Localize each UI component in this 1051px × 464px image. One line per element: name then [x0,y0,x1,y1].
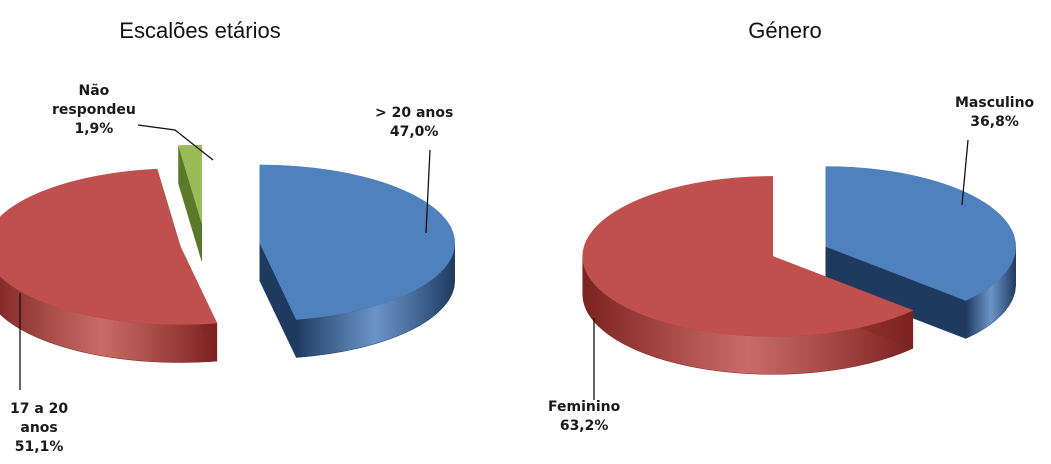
pie-slice-no-answer [178,144,202,262]
slice-label-line: respondeu [52,102,136,118]
pie-slice-17-20 [0,168,218,363]
slice-label-feminino: Feminino 63,2% [548,398,620,436]
chart-title-age: Escalões etários [119,18,281,43]
slice-label-line: Masculino [955,95,1035,111]
pie-slice-over-20 [259,164,456,358]
slice-label-line: > 20 anos [375,105,454,121]
slice-label-line: Não [78,83,110,99]
slice-label-no-answer: Não respondeu 1,9% [52,82,136,139]
slice-label-value: 47,0% [389,124,439,140]
chart-title-gender: Género [748,18,822,43]
slice-label-value: 1,9% [74,121,114,137]
leader-line [137,124,214,161]
slice-label-value: 36,8% [970,114,1019,130]
slice-label-value: 51,1% [14,439,64,455]
pie-slice-masculino [825,166,1017,339]
slice-label-over-20: > 20 anos 47,0% [375,104,453,142]
leader-line [425,149,431,234]
slice-label-value: 63,2% [559,418,609,434]
leader-line [961,139,969,206]
slice-label-line: Feminino [548,399,621,415]
slice-label-line: anos [20,420,58,436]
slice-label-masculino: Masculino 36,8% [955,94,1034,132]
slice-label-line: 17 a 20 [10,401,69,417]
pie-slice-feminino [582,176,914,375]
slice-label-17-20: 17 a 20 anos 51,1% [10,400,68,457]
